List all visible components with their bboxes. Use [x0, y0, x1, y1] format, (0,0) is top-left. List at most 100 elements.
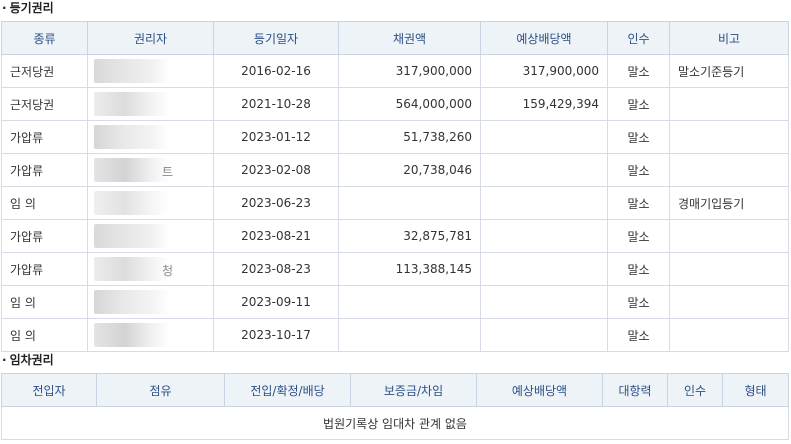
cell-dividend: 317,900,000	[480, 54, 608, 88]
cell-note	[669, 318, 789, 352]
cell-holder	[87, 87, 214, 121]
cell-assume: 말소	[607, 219, 670, 253]
header-occupancy: 점유	[96, 373, 225, 407]
section-title-text: 등기권리	[9, 1, 54, 15]
cell-claim	[338, 186, 481, 220]
cell-note: 경매기입등기	[669, 186, 789, 220]
lease-rights-table: 전입자 점유 전입/확정/배당 보증금/차임 예상배당액 대항력 인수 형태 법…	[1, 373, 789, 440]
cell-type: 근저당권	[1, 54, 88, 88]
cell-date: 2023-09-11	[213, 285, 339, 319]
bullet-dot: ·	[2, 353, 7, 367]
header-holder: 권리자	[87, 21, 214, 55]
cell-dividend	[480, 219, 608, 253]
redacted-name-block	[94, 323, 170, 347]
cell-claim: 51,738,260	[338, 120, 481, 154]
header-deposit-rent: 보증금/차임	[350, 373, 477, 407]
header-assume: 인수	[667, 373, 723, 407]
cell-holder	[87, 219, 214, 253]
header-note: 비고	[669, 21, 789, 55]
cell-type: 근저당권	[1, 87, 88, 121]
cell-type: 가압류	[1, 120, 88, 154]
cell-holder: 트	[87, 153, 214, 187]
cell-dividend: 159,429,394	[480, 87, 608, 121]
cell-holder: 청	[87, 252, 214, 286]
redacted-name-block	[94, 257, 170, 281]
cell-type: 가압류	[1, 153, 88, 187]
table-header-row: 종류 권리자 등기일자 채권액 예상배당액 인수 비고	[1, 21, 789, 55]
cell-date: 2023-06-23	[213, 186, 339, 220]
header-date: 등기일자	[213, 21, 339, 55]
section-title-registered-rights: · 등기권리	[0, 0, 791, 20]
cell-note	[669, 285, 789, 319]
table-row: 가압류 2023-08-21 32,875,781 말소	[1, 219, 789, 253]
cell-date: 2023-01-12	[213, 120, 339, 154]
cell-holder	[87, 285, 214, 319]
cell-claim: 317,900,000	[338, 54, 481, 88]
cell-type: 가압류	[1, 219, 88, 253]
cell-dividend	[480, 120, 608, 154]
table-row: 근저당권 2021-10-28 564,000,000 159,429,394 말소	[1, 87, 789, 121]
table-row: 임 의 2023-06-23 말소 경매기입등기	[1, 186, 789, 220]
holder-tail-text: 트	[162, 165, 174, 179]
cell-date: 2023-08-23	[213, 252, 339, 286]
cell-note	[669, 153, 789, 187]
cell-dividend	[480, 252, 608, 286]
header-tenant: 전입자	[1, 373, 97, 407]
cell-assume: 말소	[607, 54, 670, 88]
header-form: 형태	[722, 373, 789, 407]
header-claim: 채권액	[338, 21, 481, 55]
section-title-lease-rights: · 임차권리	[0, 352, 791, 372]
table-row: 근저당권 2016-02-16 317,900,000 317,900,000 말소 말소…	[1, 54, 789, 88]
cell-claim: 564,000,000	[338, 87, 481, 121]
header-type: 종류	[1, 21, 88, 55]
cell-assume: 말소	[607, 318, 670, 352]
cell-assume: 말소	[607, 87, 670, 121]
cell-dividend	[480, 285, 608, 319]
cell-type: 임 의	[1, 318, 88, 352]
cell-date: 2023-02-08	[213, 153, 339, 187]
cell-holder	[87, 120, 214, 154]
cell-note	[669, 252, 789, 286]
table-header-row: 전입자 점유 전입/확정/배당 보증금/차임 예상배당액 대항력 인수 형태	[1, 373, 789, 407]
bullet-dot: ·	[2, 1, 7, 15]
redacted-name-block	[94, 290, 170, 314]
redacted-name-block	[94, 59, 170, 83]
cell-holder	[87, 186, 214, 220]
cell-holder	[87, 318, 214, 352]
cell-date: 2021-10-28	[213, 87, 339, 121]
redacted-name-block	[94, 125, 170, 149]
cell-date: 2016-02-16	[213, 54, 339, 88]
cell-assume: 말소	[607, 186, 670, 220]
cell-claim: 113,388,145	[338, 252, 481, 286]
cell-assume: 말소	[607, 153, 670, 187]
header-dividend: 예상배당액	[480, 21, 608, 55]
cell-date: 2023-10-17	[213, 318, 339, 352]
table-row: 가압류 2023-01-12 51,738,260 말소	[1, 120, 789, 154]
table-row: 가압류 트 2023-02-08 20,738,046 말소	[1, 153, 789, 187]
table-row: 가압류 청 2023-08-23 113,388,145 말소	[1, 252, 789, 286]
cell-note	[669, 219, 789, 253]
header-opposing-power: 대항력	[602, 373, 668, 407]
redacted-name-block	[94, 158, 170, 182]
holder-tail-text: 청	[162, 264, 174, 278]
empty-message: 법원기록상 임대차 관계 없음	[1, 406, 789, 440]
redacted-name-block	[94, 92, 170, 116]
cell-dividend	[480, 153, 608, 187]
registered-rights-table: 종류 권리자 등기일자 채권액 예상배당액 인수 비고 근저당권 2016-02-…	[1, 21, 789, 352]
section-title-text: 임차권리	[9, 353, 54, 367]
cell-type: 가압류	[1, 252, 88, 286]
cell-note	[669, 120, 789, 154]
cell-assume: 말소	[607, 120, 670, 154]
cell-claim	[338, 285, 481, 319]
cell-dividend	[480, 318, 608, 352]
table-row-empty: 법원기록상 임대차 관계 없음	[1, 406, 789, 440]
header-move-in-dates: 전입/확정/배당	[224, 373, 351, 407]
cell-date: 2023-08-21	[213, 219, 339, 253]
table-row: 임 의 2023-09-11 말소	[1, 285, 789, 319]
cell-assume: 말소	[607, 285, 670, 319]
header-assume: 인수	[607, 21, 670, 55]
cell-note	[669, 87, 789, 121]
cell-holder	[87, 54, 214, 88]
cell-note: 말소기준등기	[669, 54, 789, 88]
cell-claim: 20,738,046	[338, 153, 481, 187]
